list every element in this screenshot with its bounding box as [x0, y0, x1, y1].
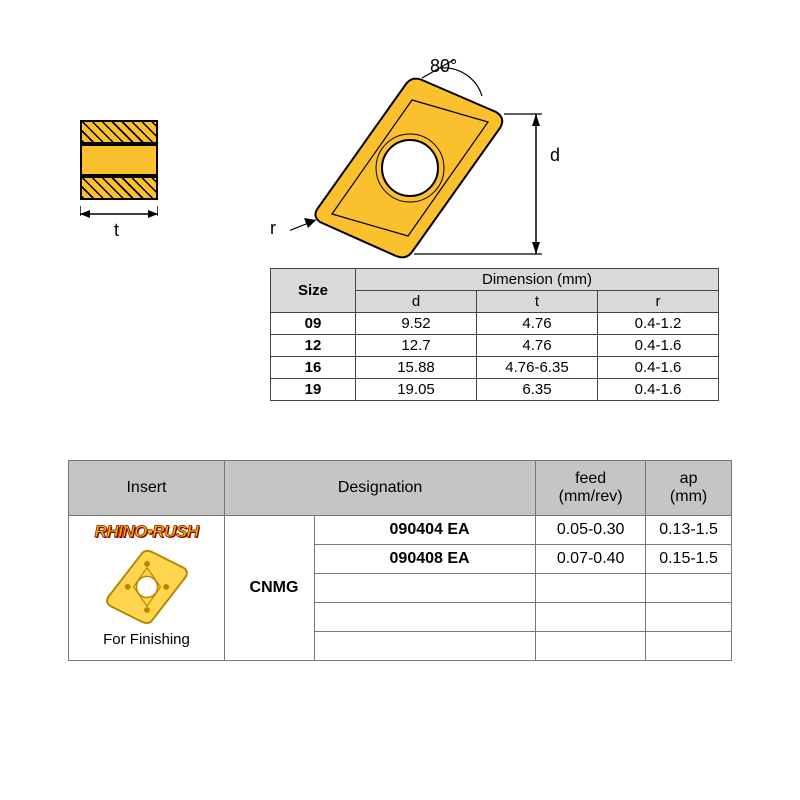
dim-header-d: d [356, 291, 477, 313]
insert-caption: For Finishing [73, 631, 220, 648]
spec-ap: 0.15-1.5 [646, 545, 732, 574]
spec-header-insert: Insert [69, 461, 225, 516]
dim-t: 4.76 [477, 313, 598, 335]
brand-logo: RHINO•RUSH [73, 522, 220, 542]
side-mid [80, 144, 158, 176]
spec-row: RHINO•RUSH For Finishing CNMG090404 EA0.… [69, 516, 732, 545]
dim-row: 1212.74.760.4-1.6 [271, 335, 719, 357]
side-top-hatch [80, 120, 158, 144]
dim-r: 0.4-1.2 [598, 313, 719, 335]
spec-header-designation: Designation [225, 461, 536, 516]
dim-header-dim: Dimension (mm) [356, 269, 719, 291]
dim-r: 0.4-1.6 [598, 335, 719, 357]
spec-ap: 0.13-1.5 [646, 516, 732, 545]
spec-code: 090408 EA [314, 545, 535, 574]
dim-size: 16 [271, 357, 356, 379]
dim-r-label: r [270, 218, 276, 239]
angle-label: 80° [430, 56, 457, 77]
dim-size: 09 [271, 313, 356, 335]
dim-d: 9.52 [356, 313, 477, 335]
dim-d-label: d [550, 145, 560, 166]
dim-row: 099.524.760.4-1.2 [271, 313, 719, 335]
dim-row: 1615.884.76-6.350.4-1.6 [271, 357, 719, 379]
dim-d: 15.88 [356, 357, 477, 379]
spec-feed: 0.07-0.40 [536, 545, 646, 574]
rhombus-svg [290, 60, 590, 270]
dim-header-size: Size [271, 269, 356, 313]
dimension-table: Size Dimension (mm) d t r 099.524.760.4-… [270, 268, 719, 401]
spec-table: Insert Designation feed (mm/rev) ap (mm)… [68, 460, 732, 661]
spec-type: CNMG [225, 516, 315, 661]
top-view: 80° d r [290, 60, 530, 260]
side-view: t [80, 120, 158, 200]
technical-diagram: t 80° d r [60, 50, 740, 250]
dim-t: 4.76-6.35 [477, 357, 598, 379]
side-bot-hatch [80, 176, 158, 200]
dim-d: 12.7 [356, 335, 477, 357]
insert-icon [99, 546, 195, 624]
spec-header-feed: feed (mm/rev) [536, 461, 646, 516]
dim-size: 19 [271, 379, 356, 401]
dim-d: 19.05 [356, 379, 477, 401]
spec-header-ap: ap (mm) [646, 461, 732, 516]
dim-t-label: t [114, 220, 119, 241]
insert-cell: RHINO•RUSH For Finishing [69, 516, 225, 661]
dim-header-t: t [477, 291, 598, 313]
spec-feed: 0.05-0.30 [536, 516, 646, 545]
dim-header-r: r [598, 291, 719, 313]
spec-code: 090404 EA [314, 516, 535, 545]
dim-r: 0.4-1.6 [598, 357, 719, 379]
dim-r: 0.4-1.6 [598, 379, 719, 401]
dim-t: 4.76 [477, 335, 598, 357]
dim-t: 6.35 [477, 379, 598, 401]
dim-row: 1919.056.350.4-1.6 [271, 379, 719, 401]
dim-size: 12 [271, 335, 356, 357]
